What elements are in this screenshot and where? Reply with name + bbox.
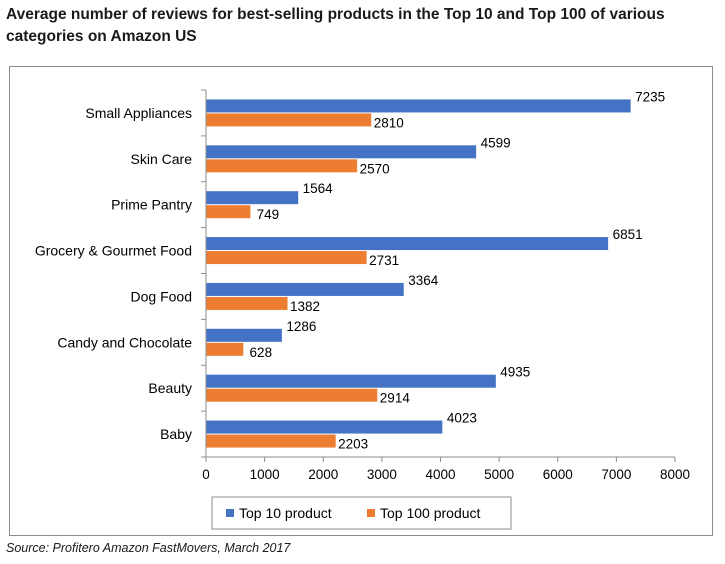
- data-label-top-10-product-dog-food: 3364: [408, 273, 439, 288]
- data-label-top-10-product-baby: 4023: [447, 411, 477, 426]
- data-label-top-100-product-prime-pantry: 749: [257, 207, 280, 222]
- bar-top-10-product-small-appliances: [206, 99, 631, 113]
- data-label-top-100-product-small-appliances: 2810: [374, 115, 404, 130]
- bar-top-100-product-grocery-gourmet-food: [206, 251, 367, 265]
- category-label-beauty: Beauty: [148, 380, 192, 396]
- x-tick-label: 4000: [425, 467, 455, 482]
- x-tick-label: 5000: [484, 467, 514, 482]
- data-label-top-10-product-grocery-gourmet-food: 6851: [613, 227, 643, 242]
- bar-top-10-product-grocery-gourmet-food: [206, 237, 609, 251]
- bar-top-100-product-beauty: [206, 388, 378, 402]
- x-tick-label: 1000: [250, 467, 280, 482]
- legend-label-top-10-product: Top 10 product: [239, 505, 332, 521]
- data-label-top-10-product-skin-care: 4599: [481, 135, 511, 150]
- category-label-prime-pantry: Prime Pantry: [111, 197, 192, 213]
- legend-label-top-100-product: Top 100 product: [380, 505, 481, 521]
- bar-top-100-product-candy-and-chocolate: [206, 342, 244, 356]
- data-label-top-100-product-dog-food: 1382: [290, 299, 320, 314]
- bar-top-100-product-skin-care: [206, 159, 358, 173]
- bar-top-10-product-dog-food: [206, 282, 404, 296]
- chart-title: Average number of reviews for best-selli…: [6, 6, 665, 45]
- source-note: Source: Profitero Amazon FastMovers, Mar…: [6, 541, 291, 555]
- x-tick-label: 0: [202, 467, 210, 482]
- bar-top-10-product-prime-pantry: [206, 191, 299, 205]
- data-label-top-100-product-grocery-gourmet-food: 2731: [369, 253, 399, 268]
- category-label-skin-care: Skin Care: [131, 151, 193, 167]
- category-label-candy-and-chocolate: Candy and Chocolate: [57, 334, 192, 350]
- legend-box: [211, 496, 512, 530]
- data-label-top-100-product-candy-and-chocolate: 628: [250, 345, 273, 360]
- bar-top-100-product-dog-food: [206, 296, 288, 310]
- bar-top-10-product-baby: [206, 420, 443, 434]
- data-label-top-10-product-small-appliances: 7235: [635, 89, 665, 104]
- x-tick-label: 7000: [601, 467, 631, 482]
- bar-top-10-product-candy-and-chocolate: [206, 328, 282, 342]
- legend-swatch-top-100-product: [367, 509, 375, 517]
- legend-swatch-top-10-product: [226, 509, 234, 517]
- data-label-top-100-product-baby: 2203: [338, 437, 368, 452]
- data-label-top-10-product-prime-pantry: 1564: [303, 181, 334, 196]
- bar-top-100-product-baby: [206, 434, 336, 448]
- category-label-dog-food: Dog Food: [131, 288, 192, 304]
- data-label-top-10-product-candy-and-chocolate: 1286: [286, 319, 316, 334]
- category-label-small-appliances: Small Appliances: [85, 105, 192, 121]
- bar-top-10-product-skin-care: [206, 145, 477, 159]
- category-label-baby: Baby: [160, 426, 192, 442]
- chart-frame: [9, 66, 713, 536]
- bar-top-10-product-beauty: [206, 374, 496, 388]
- category-label-grocery-gourmet-food: Grocery & Gourmet Food: [35, 243, 192, 259]
- bar-top-100-product-small-appliances: [206, 113, 372, 127]
- data-label-top-10-product-beauty: 4935: [500, 365, 530, 380]
- x-tick-label: 8000: [660, 467, 690, 482]
- bar-top-100-product-prime-pantry: [206, 205, 251, 219]
- data-label-top-100-product-skin-care: 2570: [360, 161, 390, 176]
- data-label-top-100-product-beauty: 2914: [380, 391, 411, 406]
- x-tick-label: 2000: [308, 467, 338, 482]
- x-tick-label: 6000: [543, 467, 573, 482]
- x-tick-label: 3000: [367, 467, 397, 482]
